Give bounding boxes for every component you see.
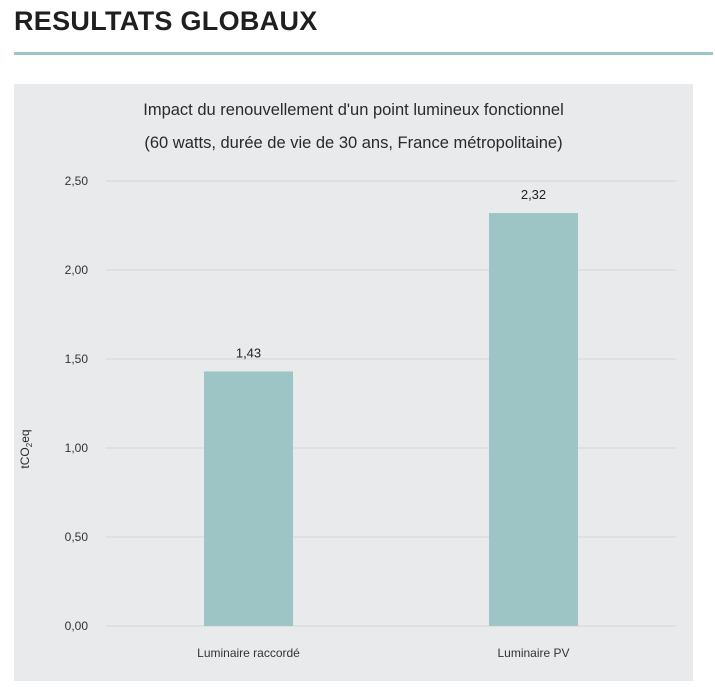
- y-tick-label: 1,50: [65, 352, 89, 366]
- data-label: 1,43: [236, 345, 261, 360]
- chart-panel: Impact du renouvellement d'un point lumi…: [14, 84, 693, 681]
- bar-chart: 0,00 0,50 1,00 1,50 2,00 2,50 1,43 Luminaire ra…: [65, 174, 676, 660]
- heading-divider: [14, 52, 713, 55]
- y-tick-label: 1,00: [65, 441, 89, 455]
- bar: [204, 371, 293, 626]
- y-tick-label: 0,00: [65, 619, 89, 633]
- chart-subtitle: (60 watts, durée de vie de 30 ans, Franc…: [144, 134, 563, 152]
- y-tick-label: 2,50: [65, 174, 89, 188]
- chart-title: Impact du renouvellement d'un point lumi…: [143, 101, 564, 119]
- y-tick-label: 2,00: [65, 263, 89, 277]
- x-tick-label: Luminaire raccordé: [197, 646, 300, 660]
- y-tick-label: 0,50: [65, 530, 89, 544]
- bar: [489, 213, 578, 627]
- page-title: RESULTATS GLOBAUX: [14, 6, 318, 36]
- x-tick-label: Luminaire PV: [497, 646, 569, 660]
- data-label: 2,32: [521, 187, 546, 202]
